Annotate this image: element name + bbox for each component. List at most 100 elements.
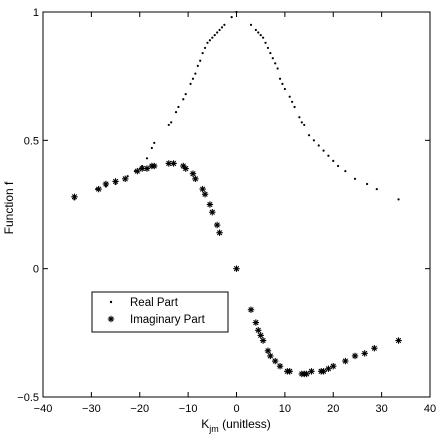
imaginary-part-point — [182, 165, 189, 172]
y-tick-label: 1 — [33, 7, 39, 19]
imaginary-part-point — [286, 368, 293, 375]
asterisk-stroke — [371, 345, 378, 351]
real-part-point — [276, 67, 279, 70]
legend-imag-marker — [107, 315, 115, 323]
asterisk-stroke — [190, 171, 196, 177]
asterisk-stroke — [166, 160, 172, 167]
imaginary-part-point — [122, 175, 129, 183]
asterisk-stroke — [192, 176, 199, 182]
x-tick-label: 40 — [424, 403, 436, 415]
asterisk-stroke — [395, 337, 402, 344]
series-layer — [71, 10, 402, 378]
real-part-point — [264, 41, 267, 44]
asterisk-stroke — [260, 337, 266, 344]
real-part-point — [317, 144, 320, 147]
asterisk-stroke — [352, 353, 358, 359]
real-part-point — [249, 23, 253, 26]
real-part-point — [218, 28, 221, 32]
asterisk-stroke — [308, 368, 315, 374]
asterisk-stroke — [71, 194, 78, 200]
imaginary-part-point — [255, 327, 262, 334]
real-part-point — [230, 16, 233, 19]
y-tick-label: 0 — [33, 264, 39, 276]
x-axis-label-sub: jm — [208, 424, 219, 434]
real-part-point — [303, 123, 306, 127]
imaginary-part-point — [259, 337, 267, 344]
asterisk-stroke — [202, 191, 208, 197]
asterisk-stroke — [233, 266, 240, 272]
real-part-point — [266, 46, 270, 50]
real-part-point — [336, 164, 340, 168]
real-part-point — [201, 51, 204, 55]
real-part-point — [288, 95, 291, 98]
asterisk-stroke — [144, 165, 150, 172]
imaginary-part-point — [330, 363, 337, 370]
imaginary-part-point — [71, 193, 78, 200]
real-part-point — [278, 77, 282, 80]
asterisk-stroke — [272, 358, 278, 364]
asterisk-stroke — [265, 348, 271, 354]
x-tick-label: 0 — [233, 403, 239, 415]
x-tick-label: 20 — [327, 403, 339, 415]
asterisk-stroke — [170, 160, 177, 167]
x-axis-label-main: K — [201, 417, 209, 431]
imaginary-part-point — [351, 352, 359, 360]
y-tick-label: 0.5 — [24, 135, 39, 147]
real-part-point — [145, 157, 149, 160]
real-part-point — [153, 141, 156, 144]
real-part-point — [298, 116, 301, 119]
real-part-point — [332, 159, 335, 162]
asterisk-stroke — [95, 186, 102, 192]
asterisk-stroke — [103, 181, 109, 187]
asterisk-stroke — [180, 163, 186, 169]
x-tick-label: −30 — [82, 403, 101, 415]
imaginary-part-point — [233, 265, 240, 272]
legend-asterisk — [107, 315, 115, 323]
axis-ticks: −40 −30 −20 −10 0 10 20 30 40 −0.5 0 0.5 1 — [17, 7, 436, 415]
real-part-point — [322, 149, 325, 152]
y-axis-label: Function f — [2, 181, 16, 234]
imaginary-part-point — [170, 160, 177, 167]
imaginary-part-point — [206, 201, 214, 208]
real-part-point — [271, 57, 274, 60]
asterisk-stroke — [122, 176, 128, 182]
asterisk-stroke — [151, 163, 157, 169]
asterisk-stroke — [287, 368, 293, 374]
asterisk-stroke — [342, 358, 348, 364]
imaginary-part-point — [342, 357, 349, 365]
real-part-point — [257, 31, 260, 34]
imaginary-part-point — [143, 165, 151, 172]
real-part-point — [170, 121, 173, 124]
imaginary-part-point — [138, 165, 146, 172]
imaginary-part-point — [213, 221, 221, 229]
imaginary-part-point — [112, 178, 119, 185]
real-part-point — [199, 59, 202, 62]
imaginary-part-point — [192, 175, 199, 183]
real-part-point — [208, 39, 211, 42]
real-part-point — [220, 26, 224, 29]
x-axis-label-suffix: (unitless) — [219, 417, 271, 431]
real-part-point — [235, 10, 238, 14]
real-part-point — [167, 123, 170, 127]
legend: Real Part Imaginary Part — [91, 291, 229, 333]
plot-area — [42, 11, 431, 398]
x-tick-label: −20 — [130, 403, 149, 415]
series-imaginary-part — [71, 160, 402, 378]
asterisk-stroke — [255, 327, 261, 333]
imaginary-part-point — [264, 347, 272, 354]
real-part-point — [293, 105, 296, 109]
real-part-point — [254, 28, 257, 32]
real-part-point — [223, 23, 226, 26]
imaginary-part-point — [199, 185, 206, 193]
legend-box — [91, 291, 229, 333]
real-part-point — [182, 98, 185, 101]
real-part-point — [344, 170, 347, 173]
real-part-point — [189, 82, 192, 85]
real-part-point — [196, 64, 199, 67]
asterisk-stroke — [214, 222, 220, 228]
asterisk-stroke — [277, 363, 283, 369]
real-part-point — [283, 87, 286, 91]
asterisk-stroke — [267, 353, 274, 359]
real-part-point — [203, 46, 207, 50]
